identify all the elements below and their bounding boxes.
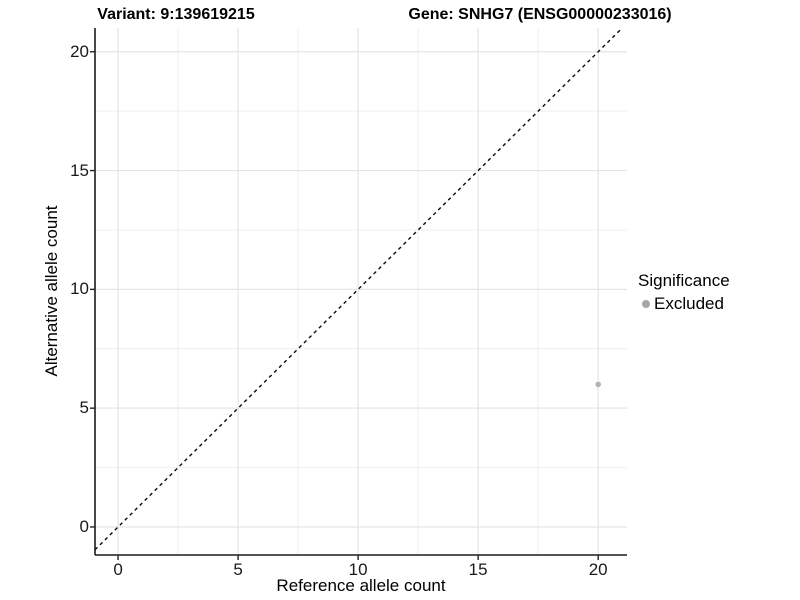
legend: Significance Excluded (638, 271, 730, 314)
y-tick-label: 10 (70, 279, 89, 299)
identity-line (94, 27, 623, 551)
y-tick-label: 0 (79, 516, 89, 536)
legend-point-icon (642, 300, 650, 308)
plot-title-variant: Variant: 9:139619215 (97, 6, 255, 23)
x-tick-label: 20 (588, 560, 608, 579)
data-point (595, 381, 601, 388)
y-axis-title: Alternative allele count (42, 205, 61, 377)
legend-item-label: Excluded (654, 294, 724, 313)
y-tick-label: 15 (70, 160, 89, 180)
legend-item-excluded: Excluded (642, 294, 730, 314)
x-tick-label: 10 (348, 560, 368, 579)
x-tick-label: 0 (113, 560, 123, 579)
y-tick-label: 5 (79, 398, 89, 418)
y-tick-label: 20 (70, 41, 89, 61)
x-axis-title: Reference allele count (276, 576, 446, 595)
legend-title: Significance (638, 271, 730, 290)
x-tick-label: 5 (233, 560, 243, 579)
x-tick-label: 15 (468, 560, 488, 579)
plot-title-gene: Gene: SNHG7 (ENSG00000233016) (408, 6, 672, 23)
